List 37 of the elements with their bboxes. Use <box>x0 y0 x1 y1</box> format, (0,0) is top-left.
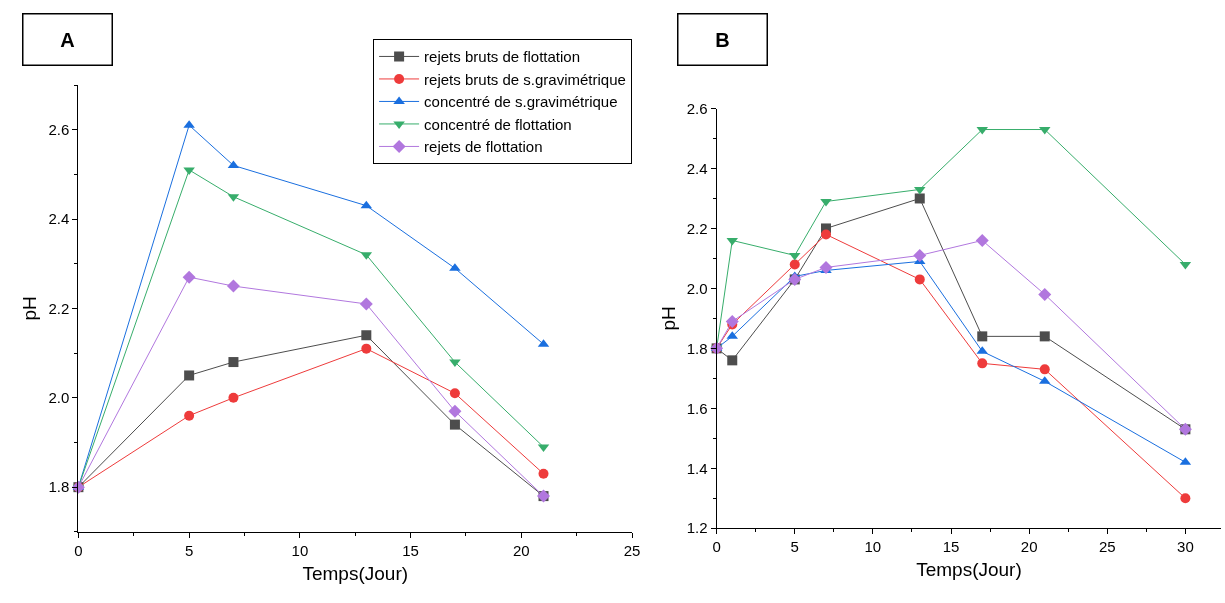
x-tick-label: 0 <box>712 538 721 556</box>
x-tick-label: 15 <box>402 541 419 559</box>
y-tick-label: 2.4 <box>686 159 708 177</box>
y-tick-label: 1.8 <box>48 478 70 496</box>
y-tick-label: 2.6 <box>48 120 70 138</box>
legend-label: concentré de flottation <box>424 115 572 133</box>
x-tick-label: 5 <box>184 541 194 559</box>
y-axis-title: pH <box>19 296 41 321</box>
text: A <box>60 28 75 51</box>
legend-label: concentré de s.gravimétrique <box>424 93 618 111</box>
legend-label: rejets bruts de s.gravimétrique <box>424 70 626 88</box>
x-tick-label: 15 <box>942 538 960 556</box>
x-tick-label: 20 <box>513 541 530 559</box>
y-tick-label: 2.2 <box>48 299 70 317</box>
x-axis-title: Temps(Jour) <box>302 562 409 584</box>
x-axis-title: Temps(Jour) <box>916 559 1022 581</box>
x-tick-label: 30 <box>1177 538 1194 556</box>
text: B <box>715 28 730 51</box>
x-tick-label: 25 <box>623 541 641 559</box>
y-tick-label: 1.2 <box>686 519 708 537</box>
legend-label: rejets bruts de flottation <box>424 48 581 66</box>
y-tick-label: 2.0 <box>48 389 70 407</box>
y-tick-label: 2.0 <box>686 279 708 297</box>
x-tick-label: 25 <box>1098 538 1116 556</box>
x-tick-label: 10 <box>291 541 309 559</box>
x-tick-label: 5 <box>790 538 799 556</box>
y-tick-label: 2.2 <box>686 219 708 237</box>
x-tick-label: 20 <box>1020 538 1038 556</box>
y-tick-label: 1.4 <box>686 459 708 477</box>
y-tick-label: 2.6 <box>686 99 708 117</box>
y-axis-title: pH <box>657 306 679 331</box>
y-tick-label: 1.8 <box>686 339 708 357</box>
x-tick-label: 0 <box>74 541 83 559</box>
x-tick-label: 10 <box>864 538 882 556</box>
y-tick-label: 2.4 <box>48 210 70 228</box>
y-tick-label: 1.6 <box>686 399 708 417</box>
legend-label: rejets de flottation <box>424 138 543 156</box>
